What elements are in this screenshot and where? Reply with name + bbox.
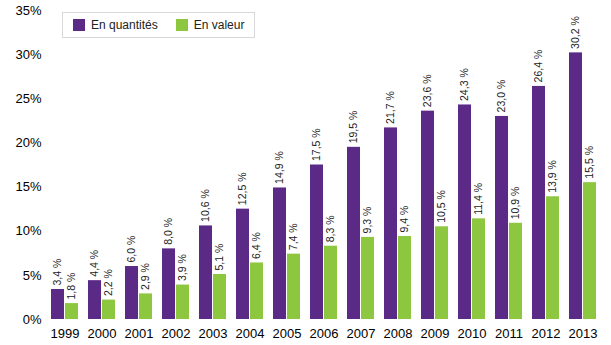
svg-text:15%: 15% [15,179,41,194]
svg-text:2,9 %: 2,9 % [139,263,151,290]
svg-text:20%: 20% [15,135,41,150]
svg-text:26,4 %: 26,4 % [532,50,544,83]
svg-text:5%: 5% [23,268,42,283]
svg-text:30%: 30% [15,47,41,62]
svg-text:2010: 2010 [458,326,487,341]
html-text:En quantités: En quantités [91,18,158,32]
svg-text:14,9 %: 14,9 % [273,151,285,184]
svg-text:2001: 2001 [125,326,154,341]
svg-text:2005: 2005 [273,326,302,341]
svg-text:23,6 %: 23,6 % [421,74,433,107]
svg-text:21,7 %: 21,7 % [384,91,396,124]
svg-text:2003: 2003 [199,326,228,341]
svg-text:10,5 %: 10,5 % [435,190,447,223]
svg-text:17,5 %: 17,5 % [310,128,322,161]
html-text:En valeur: En valeur [193,18,245,32]
svg-text:2004: 2004 [236,326,265,341]
svg-text:4,4 %: 4,4 % [88,250,100,277]
svg-text:9,3 %: 9,3 % [361,207,373,234]
svg-text:10,6 %: 10,6 % [199,189,211,222]
svg-text:10%: 10% [15,223,41,238]
svg-text:2013: 2013 [569,326,598,341]
svg-text:35%: 35% [15,3,41,18]
svg-text:24,3 %: 24,3 % [458,68,470,101]
svg-text:2006: 2006 [310,326,339,341]
svg-text:11,4 %: 11,4 % [472,183,484,215]
svg-text:2002: 2002 [162,326,191,341]
svg-text:2012: 2012 [532,326,561,341]
svg-text:15,5 %: 15,5 % [583,146,595,179]
svg-text:6,0 %: 6,0 % [125,236,137,263]
svg-text:0%: 0% [23,312,42,327]
svg-text:8,0 %: 8,0 % [162,218,174,245]
svg-text:3,4 %: 3,4 % [51,259,63,286]
svg-text:7,4 %: 7,4 % [287,223,299,250]
svg-text:5,1 %: 5,1 % [213,244,225,271]
svg-text:23,0 %: 23,0 % [495,80,507,113]
svg-text:1,8 %: 1,8 % [65,273,77,300]
svg-text:25%: 25% [15,91,41,106]
svg-text:2008: 2008 [384,326,413,341]
svg-text:13,9 %: 13,9 % [546,160,558,193]
svg-text:9,4 %: 9,4 % [398,206,410,233]
svg-text:2011: 2011 [495,326,523,341]
svg-text:30,2 %: 30,2 % [569,16,581,49]
svg-text:3,9 %: 3,9 % [176,254,188,281]
svg-text:12,5 %: 12,5 % [236,172,248,205]
svg-text:2000: 2000 [88,326,117,341]
svg-text:2,2 %: 2,2 % [102,269,114,296]
svg-text:1999: 1999 [51,326,80,341]
svg-text:10,9 %: 10,9 % [509,187,521,220]
svg-text:19,5 %: 19,5 % [347,111,359,144]
svg-text:2007: 2007 [347,326,376,341]
svg-text:8,3 %: 8,3 % [324,215,336,242]
svg-text:6,4 %: 6,4 % [250,232,262,259]
svg-text:2009: 2009 [421,326,450,341]
